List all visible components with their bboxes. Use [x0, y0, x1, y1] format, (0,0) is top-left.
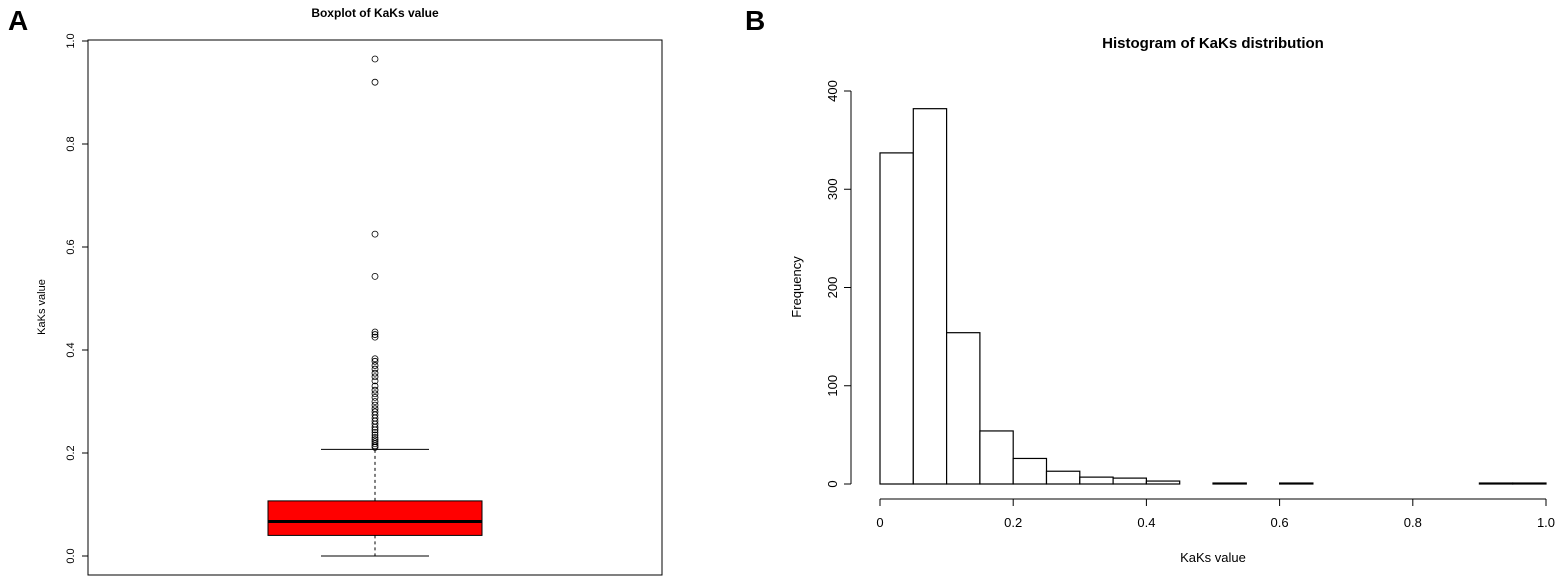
boxplot-frame — [87, 39, 663, 576]
histogram-bar — [945, 332, 981, 485]
histogram-y-tick-label: 300 — [825, 178, 840, 200]
histogram-bar — [1079, 476, 1114, 485]
boxplot-y-tick-label: 0.4 — [65, 342, 77, 357]
boxplot-outlier-point — [371, 333, 379, 341]
histogram-x-tick-label: 1.0 — [1537, 515, 1555, 530]
histogram-x-tick-label: 0.8 — [1404, 515, 1422, 530]
histogram-x-axis: 0 0.2 0.4 0.6 0.8 1.0 — [876, 498, 1555, 530]
boxplot-y-tick-label: 0.8 — [65, 136, 77, 151]
boxplot-outliers — [371, 55, 379, 451]
boxplot-outlier-point — [371, 440, 379, 448]
histogram-bar — [979, 430, 1014, 485]
boxplot-y-axis-label: KaKs value — [36, 279, 48, 335]
histogram-x-tick-label: 0 — [876, 515, 883, 530]
histogram-title: Histogram of KaKs distribution — [1102, 35, 1324, 52]
histogram-bar — [1212, 482, 1247, 485]
boxplot-y-tick-label: 0.0 — [65, 548, 77, 563]
boxplot-outlier-point — [371, 431, 379, 439]
boxplot-outlier-point — [371, 357, 379, 365]
boxplot-outlier-point — [371, 426, 379, 434]
boxplot-title: Boxplot of KaKs value — [311, 6, 439, 20]
histogram-y-tick-label: 100 — [825, 375, 840, 397]
histogram-bar — [1512, 482, 1547, 485]
boxplot-y-axis: 0.0 0.2 0.4 0.6 0.8 1.0 — [65, 33, 88, 564]
boxplot-outlier-point — [371, 331, 379, 338]
boxplot-outlier-point — [371, 369, 379, 377]
histogram-bar — [912, 108, 948, 485]
panel-label-b: B — [745, 5, 765, 36]
histogram-x-tick-label: 0.2 — [1004, 515, 1022, 530]
panel-a-boxplot: A Boxplot of KaKs value KaKs value 0.00.… — [8, 5, 663, 576]
histogram-bar — [1012, 457, 1048, 485]
boxplot-body — [267, 448, 483, 557]
histogram-x-tick-label: 0.6 — [1271, 515, 1289, 530]
boxplot-outlier-point — [371, 365, 379, 373]
histogram-bar — [1145, 480, 1181, 485]
histogram-y-tick-label: 200 — [825, 277, 840, 299]
boxplot-y-tick-label: 0.2 — [65, 445, 77, 460]
histogram-x-axis-label: KaKs value — [1180, 550, 1246, 565]
boxplot-outlier-point — [371, 362, 379, 369]
boxplot-outlier-point — [371, 377, 379, 385]
boxplot-outlier-point — [371, 428, 379, 436]
boxplot-outlier-point — [371, 78, 379, 86]
boxplot-outlier-point — [371, 355, 379, 363]
panel-b-histogram: B Histogram of KaKs distribution Frequen… — [745, 5, 1555, 565]
boxplot-outlier-point — [371, 328, 379, 336]
histogram-y-tick-label: 0 — [825, 480, 840, 487]
histogram-bar — [1045, 470, 1081, 485]
boxplot-outlier-point — [371, 390, 379, 398]
boxplot-outlier-point — [371, 373, 379, 381]
panel-label-a: A — [8, 5, 28, 36]
histogram-y-axis-label: Frequency — [789, 256, 804, 318]
histogram-bar — [1278, 482, 1314, 485]
boxplot-outlier-point — [371, 401, 379, 409]
boxplot-box — [267, 500, 483, 536]
boxplot-outlier-point — [371, 386, 379, 394]
boxplot-y-tick-label: 0.6 — [65, 239, 77, 254]
boxplot-outlier-point — [371, 272, 379, 280]
histogram-bar — [1112, 477, 1147, 485]
boxplot-outlier-point — [371, 398, 379, 405]
histogram-bar — [1478, 482, 1514, 485]
boxplot-outlier-point — [371, 423, 379, 431]
histogram-bar — [879, 152, 914, 485]
histogram-x-tick-label: 0.4 — [1137, 515, 1155, 530]
boxplot-y-tick-label: 1.0 — [65, 33, 77, 48]
boxplot-outlier-point — [371, 382, 379, 390]
boxplot-outlier-point — [371, 230, 379, 238]
boxplot-outlier-point — [371, 55, 379, 63]
histogram-y-axis: 0 100 200 300 400 — [825, 80, 852, 488]
boxplot-outlier-point — [371, 393, 379, 401]
histogram-y-tick-label: 400 — [825, 80, 840, 102]
boxplot-outlier-point — [371, 443, 379, 451]
histogram-bars — [879, 108, 1547, 485]
